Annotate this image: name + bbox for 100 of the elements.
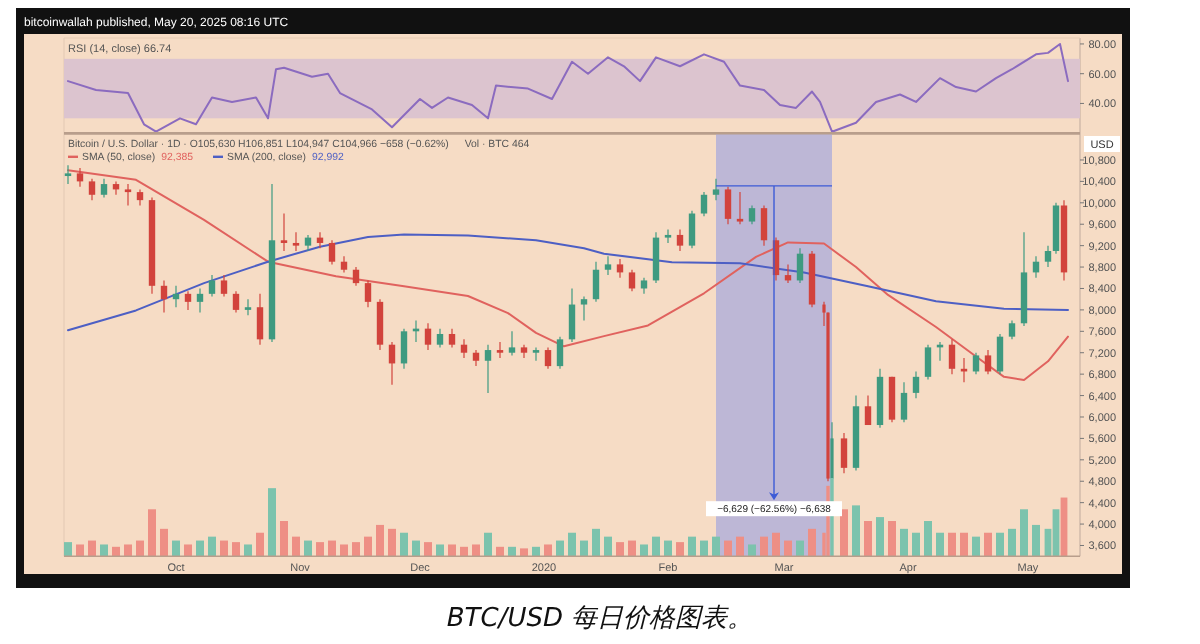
bar (352, 542, 360, 557)
candlestick (652, 231, 660, 284)
candlestick (1008, 320, 1016, 340)
line-series (67, 169, 1069, 382)
bar (700, 540, 708, 557)
bar (888, 521, 896, 557)
bar (328, 540, 336, 557)
bar (220, 540, 228, 557)
candlestick (736, 191, 744, 225)
bar (316, 542, 324, 557)
bar (688, 536, 696, 557)
candlestick (676, 228, 684, 252)
bar (736, 536, 744, 557)
candlestick (184, 290, 192, 311)
bar (196, 540, 204, 557)
bar (100, 544, 108, 557)
candlestick (544, 346, 552, 370)
candlestick (924, 344, 932, 381)
bar (640, 544, 648, 557)
candlestick (1052, 202, 1060, 255)
bar (376, 524, 384, 557)
bar (616, 542, 624, 557)
bar (960, 532, 968, 557)
candlestick (196, 287, 204, 314)
candlestick (556, 336, 564, 370)
candlestick (592, 261, 600, 303)
bar (852, 505, 860, 557)
candlestick (628, 269, 636, 292)
bar (1032, 524, 1040, 557)
candlestick (160, 279, 168, 314)
bar (948, 532, 956, 557)
candlestick (568, 287, 576, 343)
candlestick (364, 279, 372, 308)
bar (292, 536, 300, 557)
candlestick (712, 178, 720, 201)
bar (664, 540, 672, 557)
bar (88, 540, 96, 557)
candlestick (948, 338, 956, 375)
bar (400, 532, 408, 557)
candlestick (508, 330, 516, 357)
bar (124, 544, 132, 557)
bar (136, 540, 144, 557)
bar (424, 542, 432, 557)
bar (924, 521, 932, 557)
candlestick (436, 328, 444, 348)
bar (76, 544, 84, 557)
bar (544, 544, 552, 557)
candlestick (400, 328, 408, 370)
candlestick (208, 274, 216, 298)
candlestick (604, 255, 612, 276)
bar (1020, 509, 1028, 557)
bar (580, 540, 588, 557)
candlestick (724, 186, 732, 225)
candlestick (888, 376, 896, 423)
bar (796, 540, 804, 557)
bar (448, 544, 456, 557)
bar (808, 528, 816, 557)
candlestick (256, 293, 264, 346)
bar (556, 540, 564, 557)
bar (280, 521, 288, 557)
bar (760, 536, 768, 557)
bar (304, 540, 312, 557)
candlestick (796, 247, 804, 284)
bar (840, 509, 848, 557)
candlestick (220, 274, 228, 298)
candlestick (460, 338, 468, 359)
bar (184, 544, 192, 557)
bar (148, 509, 156, 557)
line-series (67, 42, 1069, 133)
candlestick (748, 204, 756, 225)
bar (864, 521, 872, 557)
candlestick (376, 298, 384, 351)
candlestick (124, 183, 132, 207)
bar (340, 544, 348, 557)
bar (652, 536, 660, 557)
bar (568, 532, 576, 557)
bar (388, 528, 396, 557)
candlestick (900, 381, 908, 423)
candlestick (496, 341, 504, 359)
candlestick (760, 204, 768, 247)
candlestick (232, 290, 240, 314)
bar (472, 544, 480, 557)
candlestick (984, 349, 992, 375)
candlestick (484, 344, 492, 394)
candlestick (352, 266, 360, 287)
bar (268, 488, 276, 557)
bar (484, 532, 492, 557)
bar (936, 532, 944, 557)
bar (592, 528, 600, 557)
bar (364, 536, 372, 557)
bar (160, 528, 168, 557)
candlestick (1044, 245, 1052, 268)
candlestick (244, 298, 252, 316)
bar (64, 542, 72, 557)
bar (712, 536, 720, 557)
bar (772, 532, 780, 557)
bar (676, 542, 684, 557)
bar (436, 544, 444, 557)
bar (256, 532, 264, 557)
bar (996, 532, 1004, 557)
